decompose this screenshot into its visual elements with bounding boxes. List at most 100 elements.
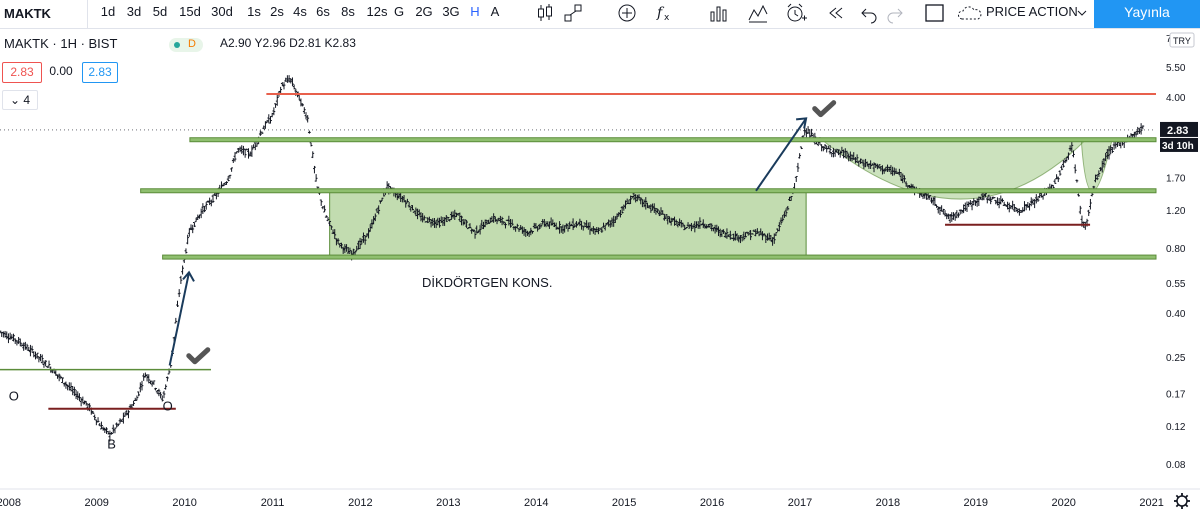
financials-bars-icon[interactable] (708, 2, 730, 24)
currency-badge[interactable] (1169, 32, 1195, 48)
add-indicator-plus-icon[interactable] (616, 2, 638, 24)
indicators-fx-icon[interactable]: f x (654, 2, 676, 24)
x-tick-label: 2011 (261, 497, 285, 509)
interval-4s[interactable]: 4s (293, 4, 307, 19)
handle-pattern-zone (1080, 139, 1113, 192)
x-tick-label: 2009 (84, 497, 108, 509)
breakout-arrowhead-2017 (796, 117, 808, 129)
interval-6s[interactable]: 6s (316, 4, 330, 19)
buy-price-box[interactable]: 2.83 (82, 62, 118, 83)
y-tick-label: 4.00 (1166, 93, 1186, 104)
upper-support-band (189, 137, 1157, 143)
y-tick-label: 0.80 (1166, 244, 1186, 255)
x-tick-label: 2010 (172, 497, 196, 509)
interval-30d[interactable]: 30d (211, 4, 233, 19)
rectangle-label: DİKDÖRTGEN KONS. (422, 275, 553, 290)
interval-1d[interactable]: 1d (100, 4, 116, 19)
breakout-arrow-2017 (755, 117, 807, 192)
alert-clock-icon[interactable] (784, 2, 808, 24)
templates-icon[interactable] (746, 2, 770, 24)
status-dot-icon (174, 42, 180, 48)
symbol-search-button[interactable]: MAKTK (0, 0, 88, 28)
layout-name[interactable]: PRICE ACTION (986, 4, 1078, 19)
status-letter: D (188, 38, 196, 50)
fullscreen-square-icon[interactable] (924, 2, 946, 24)
symbol-title: MAKTK · 1H · BIST (4, 36, 118, 51)
x-tick-label: 2017 (788, 497, 812, 509)
interval-15d[interactable]: 15d (179, 4, 201, 19)
market-status-badge: D (169, 38, 203, 52)
indicator-collapse-button[interactable]: ⌄ 4 (2, 90, 38, 110)
interval-A[interactable]: A (490, 4, 500, 19)
sell-price-box[interactable]: 2.83 (2, 62, 42, 83)
breakout-arrow-2010 (168, 272, 190, 366)
interval-G[interactable]: G (393, 4, 405, 19)
y-tick-label: 1.70 (1166, 173, 1186, 184)
current-price-tag (1160, 121, 1198, 137)
pattern-letter-b: B (107, 436, 116, 451)
pattern-letter-o: O (9, 389, 19, 404)
x-tick-label: 2008 (0, 497, 21, 509)
x-tick-label: 2020 (1051, 497, 1075, 509)
x-tick-label: 2012 (348, 497, 372, 509)
price-bars (0, 75, 1145, 442)
check-mark-icon (812, 100, 837, 118)
x-tick-label: 2016 (700, 497, 724, 509)
countdown-label: 3d 10h (1162, 141, 1194, 152)
lower-support-band (162, 254, 1157, 260)
middle-support-band (140, 188, 1157, 194)
x-tick-label: 2015 (612, 497, 636, 509)
compare-symbol-icon[interactable] (562, 2, 584, 24)
x-tick-label: 2019 (964, 497, 988, 509)
top-toolbar: MAKTK 1d 3d 5d 15d 30d 1s 2s 4s 6s 8s 12s G 2G 3G H A f… (0, 0, 1200, 29)
y-tick-label: 0.55 (1166, 279, 1186, 290)
y-tick-label: 1.20 (1166, 206, 1186, 217)
svg-text:x: x (664, 13, 670, 23)
redo-icon[interactable] (886, 2, 904, 24)
spread-value: 0.00 (49, 64, 73, 78)
svg-text:f: f (656, 5, 665, 21)
gear-tooth (1175, 494, 1180, 499)
interval-2s[interactable]: 2s (270, 4, 284, 19)
rectangle-consolidation-zone (329, 190, 807, 258)
current-price-label: 2.83 (1167, 125, 1188, 137)
y-tick-label: 5.50 (1166, 63, 1186, 74)
layout-dropdown-chevron-icon[interactable] (1076, 2, 1088, 24)
interval-2G[interactable]: 2G (415, 4, 433, 19)
axes: 7.505.504.001.701.200.800.550.400.250.17… (0, 32, 1200, 509)
price-chart[interactable]: DİKDÖRTGEN KONS.OBO 7.505.504.001.701.20… (0, 29, 1200, 514)
gear-ring (1176, 495, 1188, 507)
x-tick-label: 2014 (524, 497, 548, 509)
interval-8s[interactable]: 8s (341, 4, 355, 19)
annotation-layer-back (329, 139, 1113, 258)
x-tick-label: 2018 (876, 497, 900, 509)
indicator-count: 4 (23, 93, 31, 107)
candles-chart-type-icon[interactable] (536, 2, 554, 24)
interval-3G[interactable]: 3G (442, 4, 460, 19)
chevron-down-icon: ⌄ (9, 93, 21, 107)
annotation-layer-front: DİKDÖRTGEN KONS. O B O (0, 93, 1157, 451)
ohlc-values: A2.90 Y2.96 D2.81 K2.83 (220, 36, 356, 50)
pattern-letter-o: O (163, 399, 173, 414)
cloud-save-icon[interactable] (956, 2, 984, 24)
settings-gear-icon[interactable] (1174, 493, 1190, 509)
publish-button[interactable]: Yayınla (1094, 0, 1200, 28)
interval-3d[interactable]: 3d (126, 4, 142, 19)
y-tick-label: 0.40 (1166, 309, 1186, 320)
gear-tooth (1184, 503, 1189, 508)
interval-H[interactable]: H (470, 4, 480, 19)
interval-1s[interactable]: 1s (247, 4, 261, 19)
undo-icon[interactable] (860, 2, 878, 24)
countdown-tag (1160, 137, 1198, 152)
interval-12s[interactable]: 12s (366, 4, 388, 19)
y-tick-label: 0.25 (1166, 353, 1186, 364)
breakout-arrowhead-2010 (182, 270, 195, 282)
interval-5d[interactable]: 5d (152, 4, 168, 19)
y-tick-label: 0.12 (1166, 422, 1186, 433)
currency-label: TRY (1173, 36, 1191, 46)
y-tick-label: 0.08 (1166, 460, 1186, 471)
gear-tooth (1175, 503, 1180, 508)
x-tick-label: 2013 (436, 497, 460, 509)
check-mark-icon (186, 347, 211, 365)
replay-rewind-icon[interactable] (826, 2, 846, 24)
